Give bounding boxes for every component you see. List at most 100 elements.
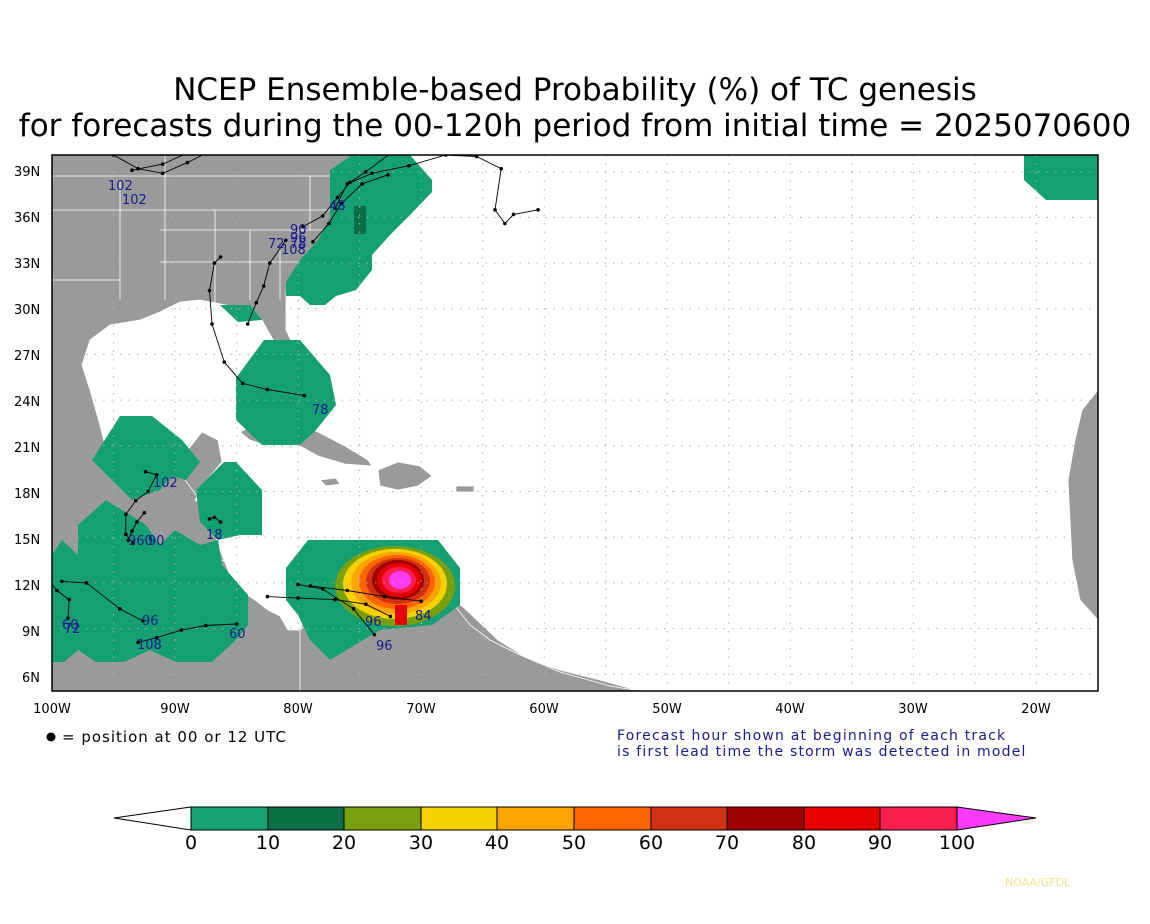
- lat-label: 24N: [14, 395, 40, 410]
- track-position-dot: [503, 221, 507, 226]
- map-frame: [51, 154, 1099, 692]
- track-position-dot: [364, 602, 368, 606]
- storm-track: [302, 155, 390, 227]
- legend-dot-label: = position at 00 or 12 UTC: [62, 728, 287, 746]
- track-position-dot: [301, 224, 305, 229]
- prob-region-atlantic-ne: [1024, 155, 1098, 200]
- track-position-dot: [499, 166, 504, 171]
- hour-label: 72: [268, 237, 285, 252]
- track-position-dot: [133, 498, 138, 503]
- track-position-dot: [372, 632, 377, 637]
- track-position-dot: [364, 170, 368, 174]
- chart-title-line1: NCEP Ensemble-based Probability (%) of T…: [173, 72, 977, 108]
- storm-track: [52, 583, 70, 618]
- hour-label: 90: [148, 534, 165, 549]
- track-position-dot: [265, 594, 270, 599]
- forecast-hour-labels: 102 102 48 90 96 72 78 108 78 102 18 960…: [62, 179, 432, 654]
- lat-label: 33N: [14, 257, 40, 272]
- track-position-dot: [84, 581, 89, 585]
- storm-track: [61, 580, 144, 622]
- track-position-dot: [536, 208, 540, 212]
- hour-label: 102: [108, 179, 133, 194]
- track-position-dot: [124, 532, 128, 536]
- track-position-dot: [154, 473, 159, 477]
- colorbar-labels: 0 10 20 30 40 50 60 70 80 90 100: [185, 832, 975, 854]
- hour-label: 96: [376, 639, 393, 654]
- lat-label: 12N: [14, 579, 40, 594]
- track-position-dot: [218, 520, 223, 524]
- credit-label: NOAA/GFDL: [1005, 876, 1071, 889]
- hour-label: 96: [290, 231, 307, 246]
- hour-label: 18: [206, 528, 223, 543]
- track-position-dot: [207, 288, 212, 293]
- lon-label: 20W: [1021, 702, 1051, 717]
- colorbar-high-arrow: [956, 806, 1037, 831]
- track-position-dot: [185, 160, 190, 165]
- track-position-dot: [284, 238, 288, 243]
- colorbar-segment: [343, 806, 422, 831]
- hour-label: 90: [290, 223, 307, 238]
- track-position-dot: [320, 587, 325, 591]
- track-position-dot: [222, 360, 227, 364]
- track-position-dot: [382, 594, 387, 599]
- track-position-dot: [179, 628, 183, 632]
- prob-region-pacific: [52, 500, 248, 662]
- lon-label: 100W: [33, 702, 71, 717]
- colorbar-label: 50: [562, 832, 586, 854]
- colorbar-segment: [803, 806, 881, 831]
- track-position-dot: [146, 489, 150, 494]
- lon-label: 40W: [775, 702, 805, 717]
- track-position-dot: [161, 171, 165, 176]
- lon-label: 30W: [898, 702, 928, 717]
- track-position-dot: [212, 261, 217, 265]
- forecast-note-line1: Forecast hour shown at beginning of each…: [617, 728, 1007, 744]
- track-position-dot: [419, 599, 424, 603]
- colorbar-segment: [267, 806, 345, 831]
- lat-label: 30N: [14, 303, 40, 318]
- longitude-labels: 100W 90W 80W 70W 60W 50W 40W 30W 20W: [33, 702, 1051, 717]
- track-position-dot: [351, 607, 356, 611]
- track-position-dot: [386, 173, 390, 177]
- lat-label: 21N: [14, 441, 40, 456]
- track-position-dot: [142, 511, 147, 515]
- africa-land: [1067, 389, 1098, 621]
- colorbar-segment: [496, 806, 575, 831]
- lon-label: 50W: [652, 702, 682, 717]
- prob-region-honduras: [196, 462, 262, 540]
- track-position-dot: [268, 261, 272, 265]
- track-position-dot: [308, 584, 313, 588]
- track-position-dot: [124, 512, 128, 517]
- lat-label: 6N: [22, 671, 40, 686]
- lat-label: 27N: [14, 349, 40, 364]
- jamaica-land: [319, 477, 341, 487]
- track-position-dot: [210, 149, 214, 153]
- hour-label: 102: [122, 193, 147, 208]
- track-position-dot: [154, 635, 159, 640]
- track-position-dot: [210, 322, 214, 326]
- track-position-dot: [207, 517, 212, 521]
- lon-label: 90W: [160, 702, 190, 717]
- lat-label: 36N: [14, 211, 40, 226]
- track-position-dot: [261, 284, 266, 288]
- track-position-dot: [333, 206, 337, 211]
- legend-dot-description: = position at 00 or 12 UTC: [62, 728, 287, 746]
- track-position-dot: [370, 171, 374, 176]
- hour-label: 78: [312, 403, 329, 418]
- track-position-dot: [130, 168, 134, 172]
- colorbar-segment: [573, 806, 652, 831]
- prob-region-gulf-mexico: [92, 416, 200, 500]
- colorbar-label: 10: [256, 832, 280, 854]
- hour-label: 72: [64, 622, 81, 637]
- probability-caribbean-core: [335, 546, 455, 626]
- track-position-dot: [240, 381, 245, 386]
- track-position-dot: [117, 607, 122, 611]
- hour-label: 60: [229, 627, 246, 642]
- lon-label: 70W: [406, 702, 436, 717]
- hour-label: 78: [290, 237, 307, 252]
- prob-region-10-20: [354, 206, 366, 234]
- hour-label: 60: [62, 618, 79, 633]
- track-position-dot: [66, 616, 70, 620]
- colorbar-segment: [726, 806, 805, 831]
- colorbar-label: 30: [409, 832, 433, 854]
- hour-label: 84: [415, 609, 432, 624]
